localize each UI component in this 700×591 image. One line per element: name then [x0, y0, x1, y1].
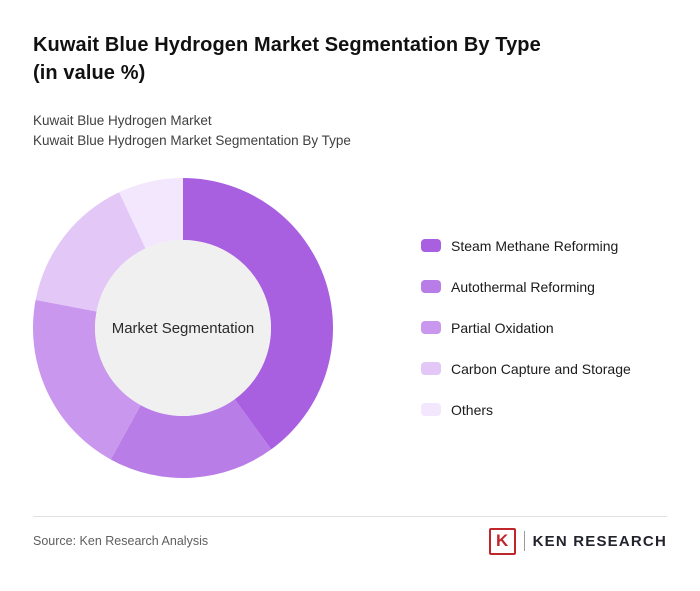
donut-slice [110, 398, 272, 478]
subtitle-market: Kuwait Blue Hydrogen Market [33, 113, 212, 129]
donut-center-circle [95, 239, 271, 416]
legend-item: Steam Methane Reforming [421, 238, 631, 254]
legend-swatch [421, 239, 441, 253]
legend-label: Others [451, 401, 494, 418]
donut-slice [35, 191, 146, 312]
legend-label: Carbon Capture and Storage [451, 360, 631, 377]
legend-label: Autothermal Reforming [451, 278, 595, 295]
donut-slices [33, 177, 333, 478]
source-text: Source: Ken Research Analysis [33, 534, 209, 549]
legend-swatch [421, 362, 441, 376]
donut-slice [33, 299, 141, 460]
ken-logo-icon: K [488, 527, 516, 555]
footer: Source: Ken Research Analysis K KEN RESE… [33, 517, 667, 555]
legend-swatch [421, 280, 441, 294]
donut-chart: Market Segmentation [33, 177, 333, 478]
donut-slice [183, 177, 333, 450]
legend-swatch [421, 321, 441, 335]
donut-slice [119, 177, 183, 249]
chart-subtitles: Kuwait Blue Hydrogen Market Kuwait Blue … [33, 111, 667, 152]
chart-area: Market Segmentation Steam Methane Reform… [33, 177, 667, 478]
logo-divider [523, 531, 525, 552]
page-title-line1: Kuwait Blue Hydrogen Market Segmentation… [33, 34, 541, 56]
legend-label: Steam Methane Reforming [451, 237, 619, 254]
page-title: Kuwait Blue Hydrogen Market Segmentation… [33, 32, 667, 87]
page-title-line2: (in value %) [33, 61, 146, 84]
brand-name-text: KEN RESEARCH [532, 532, 667, 550]
ken-research-logo: K KEN RESEARCH [488, 527, 667, 555]
footer-divider [33, 515, 667, 517]
chart-legend: Steam Methane Reforming Autothermal Refor… [421, 238, 631, 418]
legend-item: Partial Oxidation [421, 320, 631, 336]
legend-item: Carbon Capture and Storage [421, 361, 631, 377]
legend-item: Autothermal Reforming [421, 279, 631, 295]
legend-item: Others [421, 402, 631, 418]
legend-label: Partial Oxidation [451, 319, 554, 336]
legend-swatch [421, 403, 441, 417]
donut-center-label: Market Segmentation [112, 320, 255, 337]
subtitle-segmentation: Kuwait Blue Hydrogen Market Segmentation… [33, 133, 351, 149]
donut-svg: Market Segmentation [33, 177, 333, 478]
